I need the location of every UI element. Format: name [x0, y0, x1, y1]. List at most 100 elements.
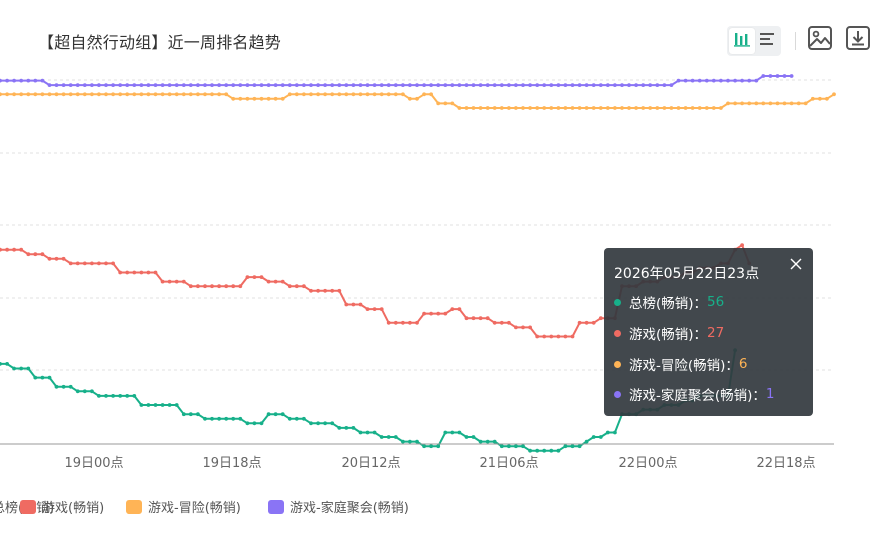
data-point[interactable]: [167, 92, 172, 97]
data-point[interactable]: [245, 421, 250, 426]
data-point[interactable]: [196, 92, 200, 97]
data-point[interactable]: [775, 74, 780, 78]
data-point[interactable]: [97, 394, 101, 398]
data-point[interactable]: [372, 83, 377, 87]
data-point[interactable]: [61, 256, 66, 261]
data-point[interactable]: [379, 83, 384, 87]
data-point[interactable]: [26, 252, 31, 257]
data-point[interactable]: [393, 83, 398, 87]
data-point[interactable]: [153, 92, 158, 97]
data-point[interactable]: [259, 96, 264, 101]
data-point[interactable]: [224, 83, 229, 87]
data-point[interactable]: [146, 92, 151, 97]
data-point[interactable]: [803, 101, 808, 106]
data-point[interactable]: [563, 83, 568, 87]
data-point[interactable]: [238, 83, 243, 87]
data-point[interactable]: [61, 384, 66, 389]
data-point[interactable]: [5, 247, 9, 252]
data-point[interactable]: [464, 83, 469, 87]
data-point[interactable]: [584, 320, 589, 325]
data-point[interactable]: [132, 394, 137, 398]
data-point[interactable]: [584, 106, 589, 110]
data-point[interactable]: [443, 311, 448, 316]
data-point[interactable]: [436, 101, 441, 106]
data-point[interactable]: [0, 92, 2, 97]
data-point[interactable]: [337, 288, 342, 293]
data-point[interactable]: [386, 83, 391, 87]
data-point[interactable]: [351, 92, 356, 97]
data-point[interactable]: [323, 288, 327, 293]
data-point[interactable]: [33, 252, 38, 257]
data-point[interactable]: [132, 270, 137, 275]
data-point[interactable]: [90, 261, 94, 266]
legend-item-family[interactable]: 游戏-家庭聚会(畅销): [268, 497, 409, 516]
data-point[interactable]: [5, 92, 9, 97]
data-point[interactable]: [174, 83, 179, 87]
data-point[interactable]: [535, 106, 540, 110]
data-point[interactable]: [542, 334, 547, 339]
data-point[interactable]: [111, 394, 115, 398]
data-point[interactable]: [40, 92, 45, 97]
data-point[interactable]: [415, 83, 419, 87]
data-point[interactable]: [733, 78, 737, 83]
data-point[interactable]: [153, 403, 158, 407]
data-point[interactable]: [12, 247, 16, 252]
data-point[interactable]: [478, 316, 483, 321]
data-point[interactable]: [54, 384, 59, 389]
data-point[interactable]: [33, 78, 38, 83]
data-point[interactable]: [499, 106, 504, 110]
data-point[interactable]: [224, 284, 229, 289]
data-point[interactable]: [683, 78, 688, 83]
data-point[interactable]: [316, 288, 320, 293]
data-point[interactable]: [351, 83, 356, 87]
data-point[interactable]: [19, 92, 24, 97]
data-point[interactable]: [563, 334, 568, 339]
data-point[interactable]: [196, 284, 200, 289]
data-point[interactable]: [309, 421, 313, 426]
data-point[interactable]: [514, 444, 518, 449]
data-point[interactable]: [818, 96, 822, 101]
data-point[interactable]: [556, 334, 561, 339]
data-point[interactable]: [231, 83, 236, 87]
data-point[interactable]: [415, 96, 419, 101]
data-point[interactable]: [238, 96, 243, 101]
data-point[interactable]: [492, 439, 497, 444]
data-point[interactable]: [613, 430, 617, 435]
data-point[interactable]: [47, 92, 52, 97]
data-point[interactable]: [259, 275, 264, 279]
data-point[interactable]: [26, 92, 31, 97]
data-point[interactable]: [669, 83, 674, 87]
data-point[interactable]: [167, 83, 172, 87]
data-point[interactable]: [379, 307, 384, 311]
data-point[interactable]: [19, 366, 24, 371]
data-point[interactable]: [231, 284, 236, 289]
data-point[interactable]: [464, 316, 469, 321]
data-point[interactable]: [132, 92, 137, 97]
data-point[interactable]: [613, 106, 617, 110]
data-point[interactable]: [5, 362, 9, 366]
data-point[interactable]: [429, 92, 433, 97]
data-point[interactable]: [598, 83, 603, 87]
data-point[interactable]: [563, 106, 568, 110]
data-point[interactable]: [0, 247, 2, 252]
data-point[interactable]: [429, 311, 433, 316]
data-point[interactable]: [471, 435, 476, 439]
data-point[interactable]: [330, 83, 335, 87]
data-point[interactable]: [634, 106, 638, 110]
data-point[interactable]: [68, 384, 73, 389]
data-point[interactable]: [160, 83, 165, 87]
data-point[interactable]: [33, 375, 38, 380]
data-point[interactable]: [761, 101, 766, 106]
data-point[interactable]: [782, 74, 787, 78]
data-point[interactable]: [507, 444, 511, 449]
data-point[interactable]: [408, 83, 412, 87]
data-point[interactable]: [393, 92, 398, 97]
data-point[interactable]: [393, 435, 398, 439]
data-point[interactable]: [810, 96, 815, 101]
data-point[interactable]: [570, 83, 575, 87]
data-point[interactable]: [542, 83, 547, 87]
data-point[interactable]: [726, 101, 730, 106]
data-point[interactable]: [422, 444, 426, 449]
data-point[interactable]: [408, 96, 412, 101]
data-point[interactable]: [181, 412, 186, 417]
